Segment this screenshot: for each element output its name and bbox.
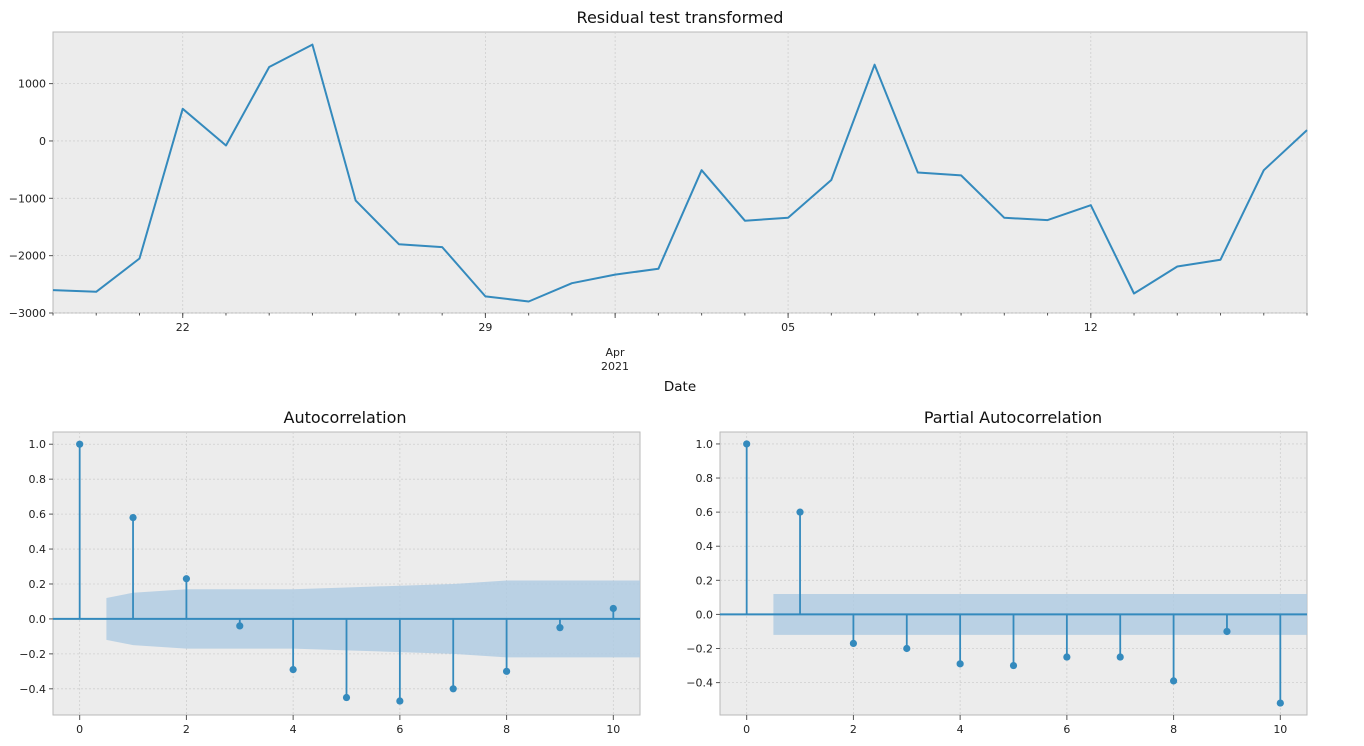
lag-marker (76, 440, 84, 448)
residual-chart-title: Residual test transformed (577, 8, 784, 27)
lag-marker (1063, 653, 1071, 661)
x-tick-label: 29 (478, 321, 492, 334)
x-tick-label: 0 (743, 723, 750, 736)
x-tick-label: 8 (1170, 723, 1177, 736)
y-tick-label: −2000 (9, 250, 46, 263)
y-tick-label: 0.4 (696, 540, 714, 553)
pacf-chart-title: Partial Autocorrelation (924, 408, 1102, 427)
residual-x-axis-label: Date (664, 379, 696, 395)
y-tick-label: 0.8 (696, 472, 714, 485)
pacf-axes: −0.4 −0.2 0.0 0.2 0.4 0.6 0.8 1.0 0 2 4 6 8 10 (686, 438, 1287, 736)
lag-marker (743, 440, 751, 448)
x-tick-label: 6 (396, 723, 403, 736)
acf-stems (53, 440, 640, 705)
acf-chart: Autocorrelation −0.4 −0.2 0.0 0.2 0.4 0.6 0.8 1… (19, 408, 641, 736)
residual-year-label: 2021 (601, 360, 629, 373)
x-tick-label: 10 (1273, 723, 1287, 736)
x-tick-label: 2 (183, 723, 190, 736)
y-tick-label: 0.6 (29, 508, 47, 521)
acf-axes: −0.4 −0.2 0.0 0.2 0.4 0.6 0.8 1.0 0 2 4 6 8 10 (19, 438, 620, 736)
pacf-chart: Partial Autocorrelation −0.4 −0.2 0.0 0.2 0.… (686, 408, 1308, 736)
pacf-plot-area (719, 431, 1308, 716)
y-tick-label: −0.2 (19, 648, 46, 661)
x-tick-label: 22 (176, 321, 190, 334)
lag-marker (556, 624, 564, 632)
y-tick-label: −3000 (9, 307, 46, 320)
x-tick-label: 12 (1084, 321, 1098, 334)
residual-line (52, 43, 1308, 303)
pacf-stems (720, 440, 1307, 707)
y-tick-label: 0.2 (29, 578, 47, 591)
lag-marker (342, 693, 351, 702)
lag-marker (236, 622, 244, 630)
residual-gridlines (53, 32, 1307, 314)
y-tick-label: −0.4 (686, 677, 713, 690)
residual-axes: −3000 −2000 −1000 0 1000 22 29 05 12 (9, 78, 1308, 334)
x-tick-label: 4 (290, 723, 297, 736)
y-tick-label: 0.0 (29, 613, 47, 626)
x-tick-label: 6 (1063, 723, 1070, 736)
lag-marker (1276, 699, 1284, 707)
x-tick-label: 0 (76, 723, 83, 736)
lag-marker (849, 639, 858, 647)
y-tick-label: 0 (39, 135, 46, 148)
residual-plot-area (52, 31, 1308, 314)
lag-marker (396, 697, 404, 705)
lag-marker (289, 665, 297, 674)
y-tick-label: 0.0 (696, 608, 714, 621)
lag-marker (956, 660, 964, 668)
pacf-gridlines (720, 432, 1307, 715)
lag-marker (1223, 627, 1231, 636)
lag-marker (449, 685, 457, 693)
lag-marker (182, 575, 191, 583)
y-tick-label: −0.4 (19, 683, 46, 696)
y-tick-label: 0.4 (29, 543, 47, 556)
lag-marker (502, 667, 511, 675)
lag-marker (903, 644, 911, 653)
x-tick-label: 4 (957, 723, 964, 736)
lag-marker (129, 513, 137, 522)
acf-chart-title: Autocorrelation (284, 408, 407, 427)
lag-marker (796, 508, 804, 516)
y-tick-label: −0.2 (686, 643, 713, 656)
y-tick-label: 0.2 (696, 574, 714, 587)
x-tick-label: 8 (503, 723, 510, 736)
residual-series (52, 43, 1308, 303)
y-tick-label: −1000 (9, 192, 46, 205)
x-tick-label: 10 (606, 723, 620, 736)
y-tick-label: 1000 (18, 78, 46, 91)
lag-marker (1009, 661, 1018, 670)
lag-marker (1169, 677, 1178, 685)
y-tick-label: 0.8 (29, 473, 47, 486)
y-tick-label: 1.0 (696, 438, 714, 451)
lag-marker (609, 604, 617, 613)
residual-line-chart: Residual test transformed −3000 −2000 −100… (9, 8, 1308, 395)
x-tick-label: 05 (781, 321, 795, 334)
y-tick-label: 1.0 (29, 438, 47, 451)
residual-month-label: Apr (605, 346, 625, 359)
x-tick-label: 2 (850, 723, 857, 736)
lag-marker (1116, 653, 1124, 661)
y-tick-label: 0.6 (696, 506, 714, 519)
